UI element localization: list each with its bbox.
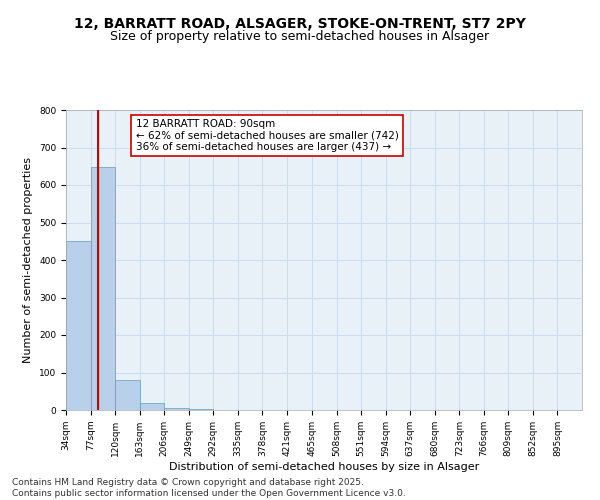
Text: 12 BARRATT ROAD: 90sqm
← 62% of semi-detached houses are smaller (742)
36% of se: 12 BARRATT ROAD: 90sqm ← 62% of semi-det…: [136, 119, 398, 152]
X-axis label: Distribution of semi-detached houses by size in Alsager: Distribution of semi-detached houses by …: [169, 462, 479, 471]
Text: Size of property relative to semi-detached houses in Alsager: Size of property relative to semi-detach…: [110, 30, 490, 43]
Y-axis label: Number of semi-detached properties: Number of semi-detached properties: [23, 157, 34, 363]
Bar: [115, 380, 140, 410]
Bar: [164, 408, 189, 410]
Bar: [189, 409, 213, 410]
Bar: [91, 167, 115, 410]
Bar: [140, 402, 164, 410]
Text: Contains HM Land Registry data © Crown copyright and database right 2025.
Contai: Contains HM Land Registry data © Crown c…: [12, 478, 406, 498]
Bar: [66, 242, 91, 410]
Text: 12, BARRATT ROAD, ALSAGER, STOKE-ON-TRENT, ST7 2PY: 12, BARRATT ROAD, ALSAGER, STOKE-ON-TREN…: [74, 18, 526, 32]
